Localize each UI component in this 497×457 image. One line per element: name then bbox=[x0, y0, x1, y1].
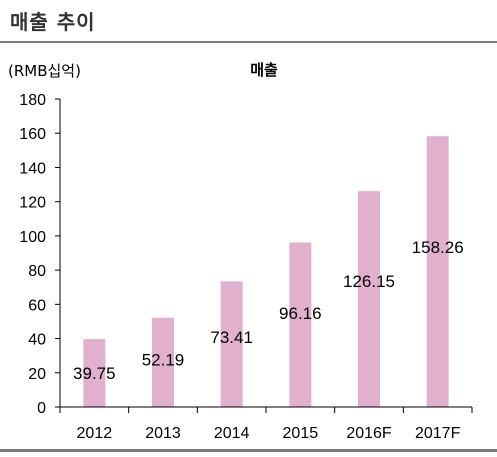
y-tick-label: 120 bbox=[19, 195, 46, 212]
chart-title: 매출 bbox=[250, 61, 278, 79]
data-label-2015: 96.16 bbox=[279, 304, 322, 323]
data-label-2016F: 126.15 bbox=[343, 272, 395, 291]
y-axis-label: (RMB십억) bbox=[8, 62, 81, 80]
data-label-2013: 52.19 bbox=[142, 351, 185, 370]
x-tick-label: 2013 bbox=[145, 425, 181, 442]
page-title: 매출 추이 bbox=[10, 10, 96, 34]
x-tick-label: 2016F bbox=[346, 425, 392, 442]
bars-group bbox=[83, 136, 449, 407]
x-tick-label: 2014 bbox=[214, 425, 250, 442]
bar-2017F bbox=[426, 136, 449, 407]
data-label-2012: 39.75 bbox=[73, 364, 116, 383]
bar-2013 bbox=[152, 317, 174, 407]
bar-2014 bbox=[220, 281, 243, 407]
bar-2015 bbox=[289, 242, 312, 407]
y-tick-label: 180 bbox=[19, 92, 46, 109]
bar-2016F bbox=[358, 191, 380, 407]
y-tick-label: 140 bbox=[19, 160, 46, 177]
bar-2012 bbox=[83, 338, 106, 407]
y-tick-label: 0 bbox=[37, 400, 46, 417]
bottom-divider bbox=[0, 449, 497, 452]
y-tick-label: 60 bbox=[28, 297, 46, 314]
axes-group: 0 20 40 60 80 100 120 140 160 180 2012 2013 2014 2015… bbox=[19, 92, 473, 442]
x-tick-label: 2017F bbox=[415, 425, 461, 442]
x-tick-label: 2015 bbox=[283, 425, 319, 442]
y-tick-label: 160 bbox=[19, 126, 46, 143]
y-tick-label: 20 bbox=[28, 366, 46, 383]
y-tick-label: 80 bbox=[28, 263, 46, 280]
title-divider bbox=[0, 41, 497, 43]
data-label-2014: 73.41 bbox=[210, 328, 253, 347]
labels-group: 39.75 52.19 73.41 96.16 126.15 158.26 bbox=[73, 238, 464, 383]
x-tick-label: 2012 bbox=[77, 425, 113, 442]
data-label-2017F: 158.26 bbox=[412, 238, 464, 257]
y-tick-label: 100 bbox=[19, 229, 46, 246]
y-tick-label: 40 bbox=[28, 332, 46, 349]
